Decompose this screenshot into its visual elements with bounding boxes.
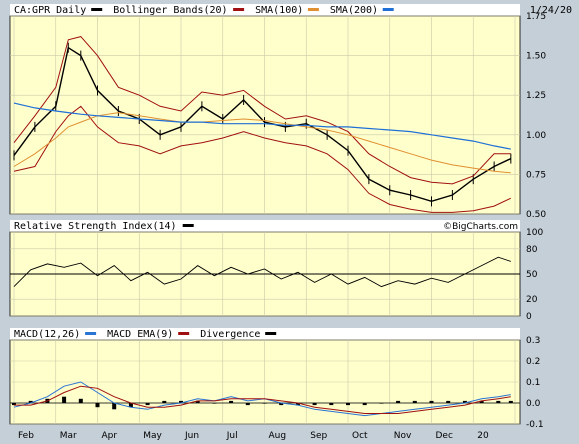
rsi-legend-bar [10, 220, 520, 232]
divergence-bar [508, 400, 513, 403]
series-line-ca-gpr-daily [13, 46, 512, 203]
y-tick-label: 1.50 [526, 52, 546, 62]
divergence-bar [12, 403, 16, 406]
x-tick-label: Aug [269, 431, 287, 441]
x-tick-label: Feb [18, 431, 34, 441]
series-line-sma-100- [13, 112, 511, 174]
divergence-bar [195, 400, 200, 403]
divergence-bar [95, 403, 100, 408]
divergence-bar [28, 400, 33, 403]
y-tick-label: 1.75 [526, 12, 546, 22]
series-line-bollinger-lower [13, 105, 512, 213]
x-axis: Feb Mar Apr May Jun Jul Aug Sep Oct Nov Dec 20 [18, 431, 489, 441]
legend-swatch [85, 332, 97, 335]
divergence-bar [262, 403, 267, 404]
price-plot [13, 36, 512, 213]
x-tick-label: Nov [394, 431, 412, 441]
x-tick-label: Oct [352, 431, 368, 441]
x-tick-label: Jul [226, 431, 238, 441]
y-tick-label: 0.1 [526, 378, 540, 388]
y-tick-label: 0.75 [526, 170, 546, 180]
y-tick-label: 0.50 [526, 210, 546, 220]
divergence-bar [229, 400, 234, 403]
divergence-bar [245, 403, 250, 406]
legend-swatch [178, 332, 190, 335]
legend-swatch [265, 332, 277, 335]
legend-swatch [182, 224, 194, 227]
y-tick-label: -0.1 [526, 420, 544, 430]
divergence-bar [479, 400, 484, 403]
legend-label: Bollinger Bands(20) [113, 5, 227, 16]
y-tick-label: 0.2 [526, 357, 540, 367]
divergence-bar [312, 403, 317, 406]
series-line-sma-200- [13, 102, 511, 150]
price-legend: CA:GPR Daily Bollinger Bands(20) SMA(100) S… [14, 5, 394, 16]
divergence-bar [362, 403, 367, 406]
divergence-bar [429, 400, 434, 403]
legend-label: CA:GPR Daily [14, 5, 86, 16]
rsi-legend: Relative Strength Index(14) [14, 221, 194, 232]
divergence-bar [145, 403, 150, 406]
divergence-bar [346, 403, 350, 406]
divergence-bar [496, 400, 501, 403]
divergence-bar [396, 400, 401, 403]
divergence-bar [212, 403, 217, 404]
series-line-bollinger-upper [13, 36, 511, 185]
y-tick-label: 50 [526, 270, 538, 280]
divergence-bar [462, 400, 467, 403]
price-legend-bar [10, 4, 520, 16]
y-tick-label: 100 [526, 228, 543, 238]
divergence-bar [162, 400, 167, 403]
divergence-bar [128, 403, 133, 408]
x-tick-label: Apr [102, 431, 118, 441]
series-line-rsi-14- [13, 256, 511, 288]
chart-date: 1/24/20 [530, 5, 572, 16]
y-tick-label: 0.0 [526, 399, 541, 409]
legend-label: SMA(200) [330, 5, 378, 16]
legend-label: Relative Strength Index(14) [14, 221, 177, 232]
y-tick-label: 20 [526, 295, 538, 305]
divergence-bar [112, 403, 117, 410]
macd-legend: MACD(12,26) MACD EMA(9) Divergence [14, 329, 277, 340]
legend-label: MACD(12,26) [14, 329, 80, 340]
x-tick-label: May [143, 431, 162, 441]
x-tick-label: Dec [436, 431, 453, 441]
legend-label: SMA(100) [255, 5, 303, 16]
divergence-bar [78, 398, 83, 403]
y-tick-label: 0.3 [526, 336, 540, 346]
x-tick-label: Jun [184, 431, 199, 441]
x-tick-label: Sep [310, 431, 327, 441]
legend-label: MACD EMA(9) [107, 329, 173, 340]
x-tick-label: 20 [477, 431, 489, 441]
y-tick-label: 1.00 [526, 131, 546, 141]
macd-legend-bar [10, 328, 520, 340]
divergence-bar [295, 403, 300, 406]
y-tick-label: 1.25 [526, 91, 546, 101]
macd-plot [10, 381, 520, 417]
divergence-bar [179, 400, 183, 403]
y-tick-label: 0 [526, 312, 532, 322]
divergence-bar [412, 400, 417, 403]
legend-swatch [382, 8, 394, 11]
series-line-macd-ema-9- [14, 385, 511, 414]
divergence-bar [279, 403, 284, 406]
y-tick-label: 80 [526, 245, 538, 255]
legend-swatch [233, 8, 245, 11]
x-tick-label: Mar [60, 431, 77, 441]
legend-label: Divergence [200, 329, 260, 340]
divergence-bar [379, 403, 384, 404]
legend-swatch [307, 8, 319, 11]
watermark: ©BigCharts.com [443, 222, 518, 232]
legend-swatch [91, 8, 103, 11]
rsi-plot [10, 256, 520, 288]
divergence-bar [446, 400, 451, 403]
divergence-bar [62, 396, 67, 403]
divergence-bar [329, 403, 334, 406]
